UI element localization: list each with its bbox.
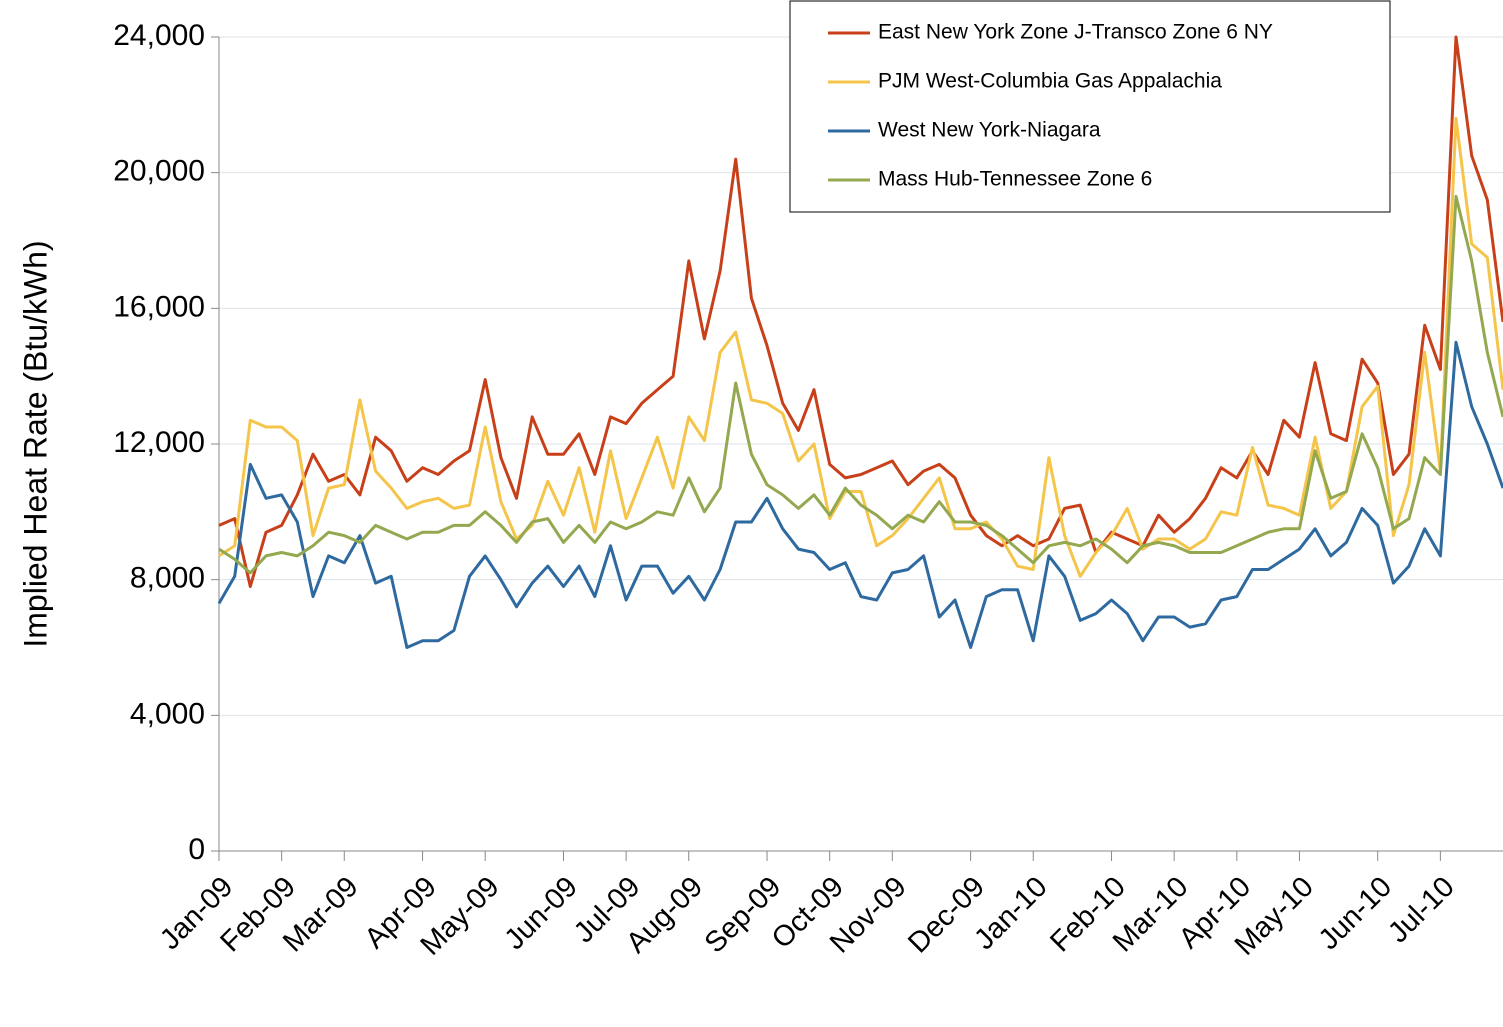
y-tick-label: 24,000 — [113, 19, 205, 52]
y-tick-label: 16,000 — [113, 290, 205, 323]
y-axis-title: Implied Heat Rate (Btu/kWh) — [17, 240, 53, 647]
series-line — [218, 35, 1503, 588]
legend-label: Mass Hub-Tennessee Zone 6 — [878, 168, 1152, 191]
x-tick-label: Jul-10 — [1382, 871, 1460, 949]
y-tick-label: 4,000 — [130, 697, 205, 730]
legend-label: PJM West-Columbia Gas Appalachia — [878, 70, 1222, 93]
x-tick-label: Jun-09 — [499, 871, 584, 956]
legend-label: West New York-Niagara — [878, 119, 1101, 142]
x-tick-label: Jun-10 — [1313, 871, 1398, 956]
x-tick-label: Dec-09 — [902, 871, 991, 960]
series-line — [218, 116, 1503, 578]
y-tick-label: 0 — [188, 833, 205, 866]
legend-box — [789, 0, 1391, 213]
y-tick-label: 8,000 — [130, 562, 205, 595]
y-tick-label: 20,000 — [113, 155, 205, 188]
series-line — [218, 194, 1503, 575]
legend-label: East New York Zone J-Transco Zone 6 NY — [878, 21, 1273, 44]
y-tick-label: 12,000 — [113, 426, 205, 459]
x-tick-label: Sep-09 — [699, 871, 788, 960]
series-line — [217, 340, 1503, 649]
